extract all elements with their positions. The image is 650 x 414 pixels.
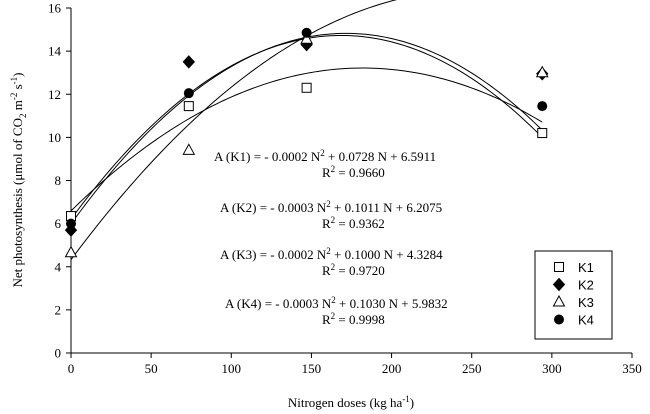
y-tick-label: 6 (55, 216, 62, 231)
equation-k1: A (K1) = - 0.0002 N2 + 0.0728 N + 6.5911 (214, 148, 436, 164)
data-point-k1 (183, 101, 194, 112)
x-axis-title: Nitrogen doses (kg ha-1) (288, 394, 414, 410)
legend-label-k1: K1 (578, 260, 594, 275)
x-tick-label: 100 (222, 361, 242, 376)
legend-marker-k2 (552, 277, 566, 292)
y-tick-label: 8 (55, 173, 62, 188)
data-point-k1 (537, 128, 548, 139)
x-tick-label: 300 (542, 361, 562, 376)
data-markers (64, 27, 549, 258)
equation-k2: A (K2) = - 0.0003 N2 + 0.1011 N + 6.2075 (220, 199, 442, 215)
y-tick-label: 14 (48, 44, 62, 59)
y-tick-label: 16 (48, 1, 62, 16)
x-tick-label: 0 (68, 361, 75, 376)
plot-area: 0 50 100 150 200 250 300 350 0 2 4 6 8 10 12 14 16 (48, 0, 642, 376)
r2-k4: R2 = 0.9998 (322, 311, 385, 327)
x-tick-label: 350 (622, 361, 642, 376)
data-point-k3 (182, 143, 196, 155)
equation-k3: A (K3) = - 0.0002 N2 + 0.1000 N + 4.3284 (220, 246, 443, 262)
data-point-k1 (301, 82, 312, 93)
x-ticks: 0 50 100 150 200 250 300 350 (68, 353, 642, 376)
x-tick-label: 200 (382, 361, 402, 376)
x-tick-label: 50 (145, 361, 158, 376)
fit-curve-k4 (70, 32, 543, 225)
y-tick-label: 2 (55, 302, 62, 317)
r2-k2: R2 = 0.9362 (322, 215, 385, 231)
r2-k3: R2 = 0.9720 (322, 262, 385, 278)
data-point-k2 (182, 55, 195, 69)
equations: A (K1) = - 0.0002 N2 + 0.0728 N + 6.5911… (214, 148, 448, 327)
legend-marker-k3 (552, 294, 566, 307)
legend-label-k4: K4 (578, 313, 594, 328)
legend-label-k3: K3 (578, 295, 594, 310)
y-tick-label: 4 (55, 259, 62, 274)
data-point-k4 (301, 27, 312, 38)
data-point-k3 (535, 65, 549, 78)
data-point-k3 (64, 245, 78, 258)
y-tick-label: 0 (55, 346, 62, 361)
legend: K1 K2 K3 K4 (534, 250, 613, 340)
x-tick-label: 250 (462, 361, 482, 376)
legend-label-k2: K2 (578, 278, 594, 293)
data-point-k3 (300, 32, 313, 44)
equation-k4: A (K4) = - 0.0003 N2 + 0.1030 N + 5.9832 (225, 295, 448, 311)
legend-marker-k1 (554, 262, 564, 272)
x-tick-label: 150 (302, 361, 322, 376)
data-point-k4 (183, 88, 194, 99)
legend-marker-k4 (554, 314, 564, 325)
fit-curve-k2 (70, 34, 543, 220)
r2-k1: R2 = 0.9660 (322, 164, 385, 180)
y-axis-title: Net photosynthesis (μmol of CO2 m-2 s-1) (9, 73, 28, 288)
y-ticks: 0 2 4 6 8 10 12 14 16 (48, 1, 71, 361)
data-point-k4 (66, 218, 76, 229)
legend-box (534, 250, 613, 340)
data-point-k4 (537, 101, 548, 112)
fit-curve-k1 (70, 67, 543, 212)
y-tick-label: 12 (48, 87, 61, 102)
y-tick-label: 10 (48, 130, 61, 145)
